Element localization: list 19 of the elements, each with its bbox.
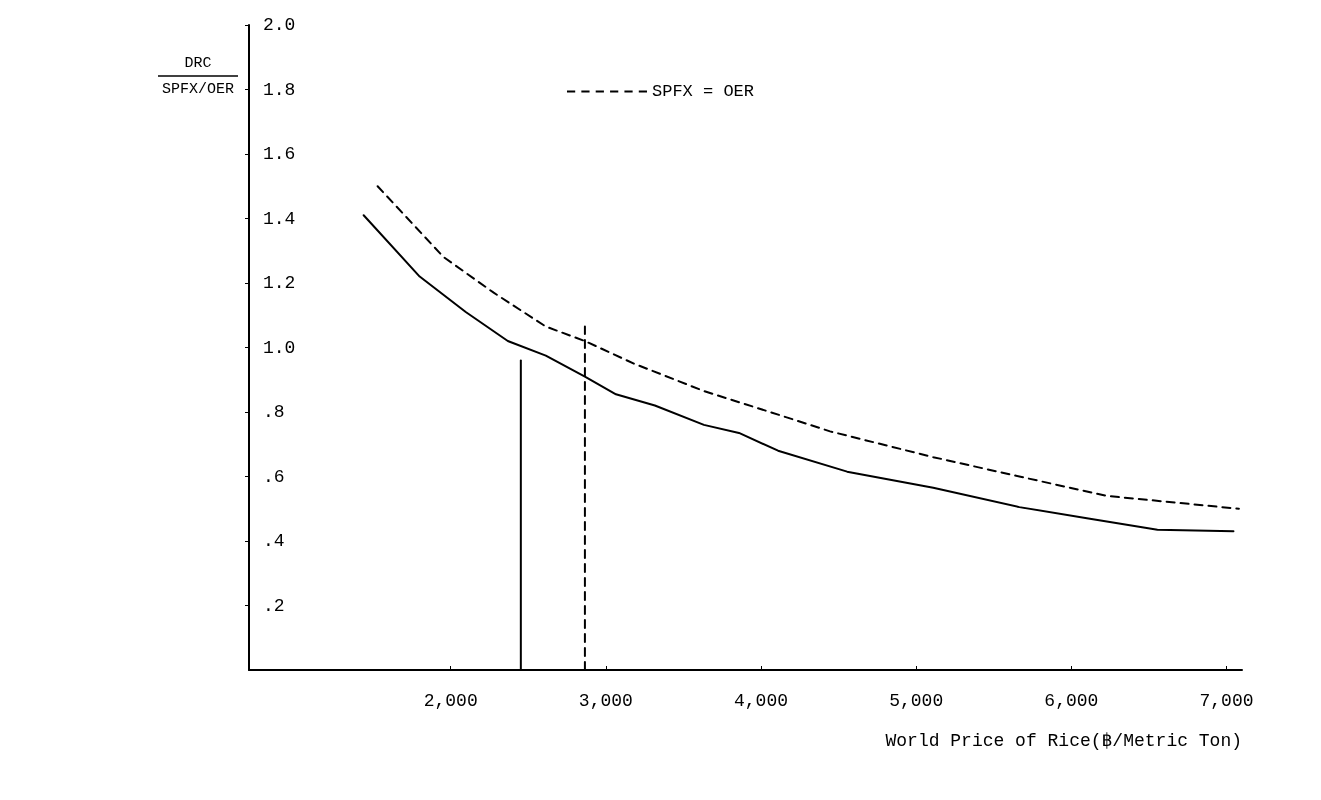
y-tick-label: 2.0 [263, 15, 296, 35]
x-tick-label: 5,000 [889, 691, 944, 711]
x-tick-label: 2,000 [423, 691, 478, 711]
y-axis-title: DRC SPFX/OER [161, 55, 235, 98]
x-tick-label: 3,000 [578, 691, 633, 711]
y-tick-label: 1.8 [263, 79, 296, 100]
y-tick-label: .2 [263, 595, 285, 616]
y-tick-label: 1.6 [263, 144, 296, 164]
y-tick-label: .4 [263, 531, 285, 551]
y-tick-label: 1.0 [263, 337, 296, 358]
y-tick-label: .8 [263, 402, 285, 422]
x-tick-label: 4,000 [734, 691, 789, 711]
x-tick-label: 7,000 [1199, 691, 1254, 711]
y-tick-label: 1.4 [263, 208, 296, 229]
y-tick-label: 1.2 [263, 273, 296, 293]
y-tick-label: .6 [263, 466, 285, 487]
x-axis-title: World Price of Rice(฿/Metric Ton) [885, 731, 1242, 751]
x-tick-label: 6,000 [1044, 691, 1099, 711]
legend-label: SPFX = OER [651, 82, 755, 101]
